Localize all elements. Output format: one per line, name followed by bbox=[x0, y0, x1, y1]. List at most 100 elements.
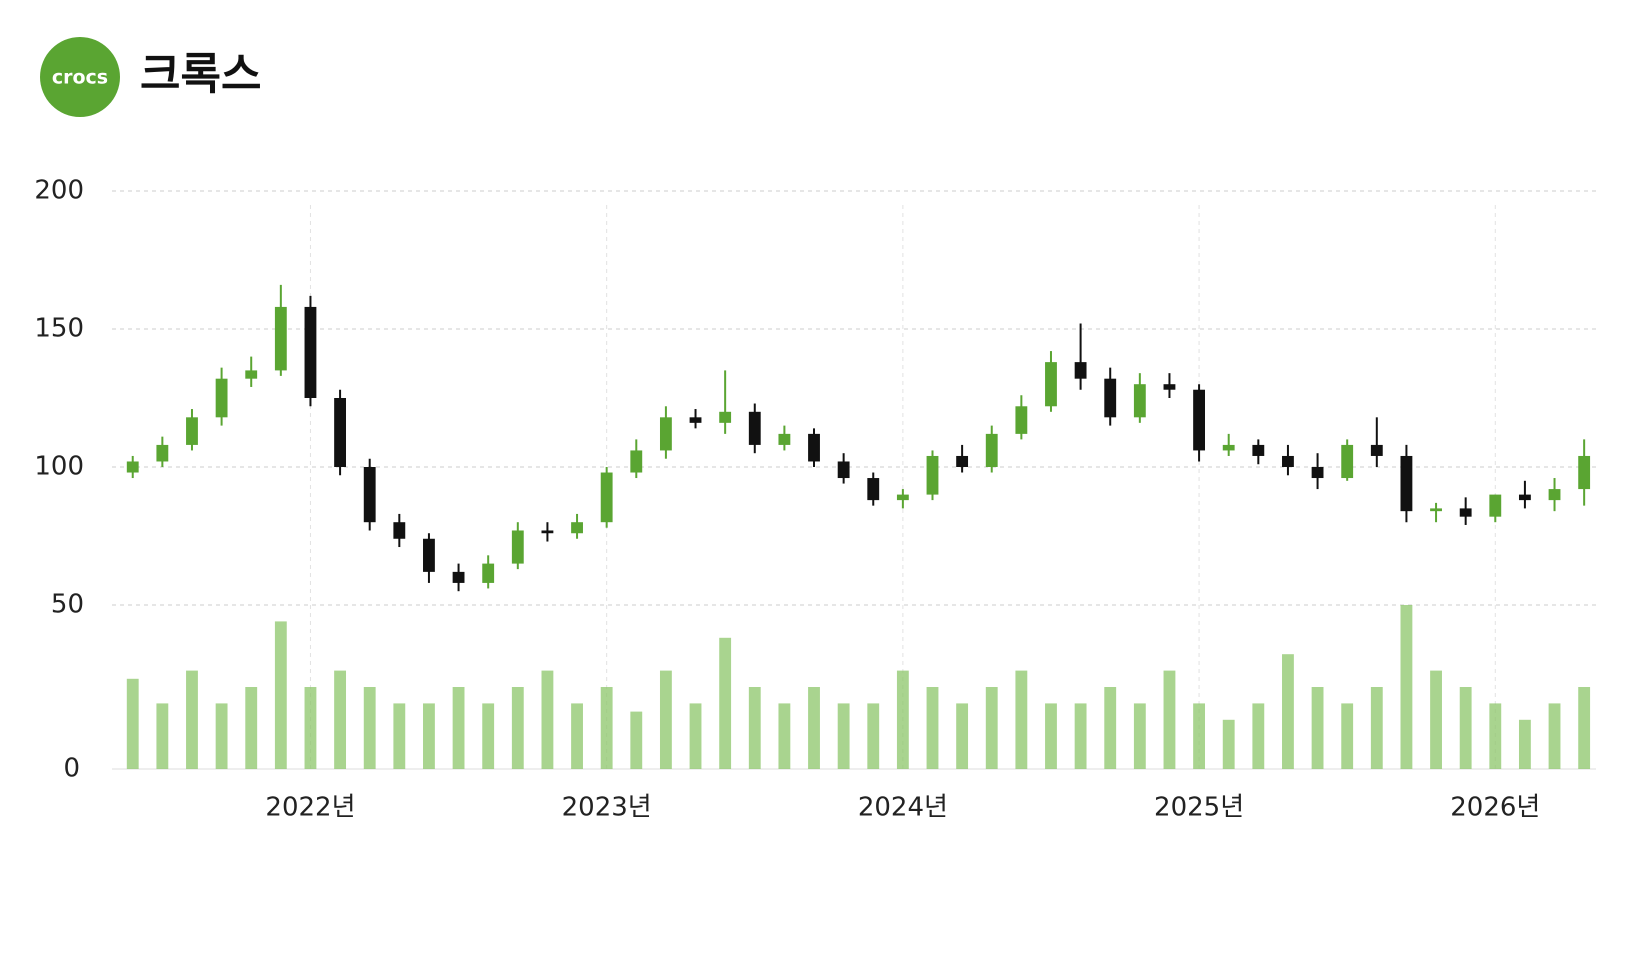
volume-bar bbox=[1193, 703, 1206, 769]
candle-body bbox=[393, 522, 406, 539]
candle-body bbox=[215, 378, 228, 418]
candle-body bbox=[156, 444, 169, 462]
candle-body bbox=[363, 467, 376, 523]
volume-bar bbox=[719, 637, 732, 769]
candle-body bbox=[1548, 489, 1561, 501]
volume-bar bbox=[215, 703, 228, 769]
volume-bar bbox=[1133, 703, 1146, 769]
volume-bar bbox=[304, 687, 317, 769]
candle-body bbox=[896, 494, 909, 501]
volume-bar bbox=[1222, 719, 1235, 769]
volume-bar bbox=[1104, 687, 1117, 769]
volume-bar bbox=[393, 703, 406, 769]
candle-body bbox=[126, 461, 139, 473]
candle-body bbox=[482, 563, 495, 583]
candle-body bbox=[1193, 389, 1206, 451]
chart-title: 크록스 bbox=[140, 49, 261, 100]
volume-bar bbox=[511, 687, 524, 769]
candle-body bbox=[1578, 455, 1591, 490]
volume-bar bbox=[837, 703, 850, 769]
candle-body bbox=[926, 455, 939, 495]
volume-bar bbox=[541, 670, 554, 769]
candle-body bbox=[245, 370, 258, 379]
candle-body bbox=[1163, 384, 1176, 390]
x-tick-label: 2026년 bbox=[1450, 793, 1540, 823]
volume-bar bbox=[1459, 687, 1472, 769]
y-tick-label: 50 bbox=[51, 590, 84, 620]
candle-body bbox=[778, 433, 791, 445]
volume-bar bbox=[1074, 703, 1087, 769]
volume-bar bbox=[363, 687, 376, 769]
volume-bar bbox=[452, 687, 465, 769]
volume-bar bbox=[985, 687, 998, 769]
candle-body bbox=[541, 530, 554, 534]
candle-body bbox=[1341, 444, 1354, 479]
volume-bar bbox=[1400, 605, 1413, 769]
candle-body bbox=[1459, 508, 1472, 517]
candle-body bbox=[1430, 508, 1442, 512]
volume-bar bbox=[808, 687, 820, 769]
volume-bar bbox=[659, 670, 672, 769]
candle-body bbox=[956, 455, 969, 467]
y-tick-label: 100 bbox=[34, 452, 84, 482]
candle-body bbox=[985, 433, 998, 467]
candle-body bbox=[689, 417, 702, 423]
candle-body bbox=[837, 461, 850, 479]
candle-body bbox=[274, 306, 287, 371]
x-tick-label: 2024년 bbox=[858, 793, 948, 823]
volume-bar bbox=[334, 670, 347, 769]
x-tick-label: 2025년 bbox=[1154, 793, 1244, 823]
candle-body bbox=[1074, 362, 1087, 379]
candle-body bbox=[808, 433, 820, 462]
volume-bar bbox=[748, 687, 761, 769]
candle-body bbox=[571, 522, 583, 534]
candle-body bbox=[1400, 455, 1413, 512]
logo bbox=[40, 37, 120, 117]
volume-bar bbox=[778, 703, 791, 769]
candle-body bbox=[511, 530, 524, 564]
y-tick-label: 150 bbox=[34, 314, 84, 344]
volume-bar bbox=[926, 687, 939, 769]
candle-body bbox=[867, 478, 880, 501]
y-tick-label: 200 bbox=[34, 176, 84, 206]
volume-bar bbox=[867, 703, 880, 769]
volume-bar bbox=[1311, 687, 1324, 769]
logo-text: crocs bbox=[52, 67, 108, 89]
volume-bar bbox=[1341, 703, 1354, 769]
volume-bar bbox=[600, 687, 613, 769]
volume-bar bbox=[274, 621, 287, 769]
volume-bar bbox=[1163, 670, 1176, 769]
volume-bar bbox=[1518, 719, 1531, 769]
candle-body bbox=[600, 472, 613, 523]
volume-bar bbox=[126, 678, 139, 769]
candle-body bbox=[1489, 494, 1502, 517]
candle-body bbox=[719, 411, 732, 423]
volume-bar bbox=[482, 703, 495, 769]
candle-body bbox=[423, 538, 435, 572]
candle-body bbox=[452, 571, 465, 583]
volume-bar bbox=[245, 687, 258, 769]
candle-body bbox=[748, 411, 761, 445]
candle-body bbox=[630, 450, 643, 473]
candle-body bbox=[186, 417, 198, 445]
candle-body bbox=[659, 417, 672, 451]
volume-bar bbox=[1282, 654, 1294, 769]
volume-bar bbox=[1489, 703, 1502, 769]
volume-bar bbox=[689, 703, 702, 769]
candle-body bbox=[1222, 444, 1235, 451]
volume-bar bbox=[630, 711, 643, 769]
volume-bar bbox=[1045, 703, 1057, 769]
volume-bar bbox=[1370, 687, 1383, 769]
volume-bar bbox=[571, 703, 583, 769]
volume-bar bbox=[1578, 687, 1591, 769]
volume-bar bbox=[956, 703, 969, 769]
volume-bar bbox=[1252, 703, 1265, 769]
candle-body bbox=[304, 306, 317, 398]
y2-tick-label: 0 bbox=[63, 754, 80, 784]
candle-body bbox=[1252, 444, 1265, 456]
volume-bar bbox=[156, 703, 169, 769]
candle-body bbox=[1133, 384, 1146, 418]
volume-bar bbox=[423, 703, 435, 769]
x-tick-label: 2023년 bbox=[562, 793, 652, 823]
